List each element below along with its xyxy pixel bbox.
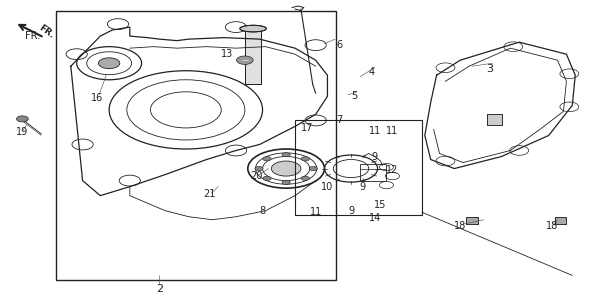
Bar bbox=[360, 164, 386, 181]
Circle shape bbox=[17, 116, 28, 122]
Text: 2: 2 bbox=[156, 284, 163, 294]
Bar bbox=[555, 217, 566, 224]
Bar bbox=[245, 30, 261, 84]
Circle shape bbox=[255, 166, 263, 171]
Bar bbox=[245, 30, 261, 84]
Circle shape bbox=[309, 166, 317, 171]
Text: 7: 7 bbox=[336, 115, 342, 126]
Text: 8: 8 bbox=[260, 206, 266, 216]
Text: 18: 18 bbox=[546, 221, 558, 231]
Text: 21: 21 bbox=[204, 189, 215, 199]
Bar bbox=[295, 120, 422, 215]
Circle shape bbox=[282, 153, 290, 157]
Bar bbox=[466, 217, 478, 224]
Text: 12: 12 bbox=[386, 165, 398, 175]
Text: 13: 13 bbox=[221, 49, 233, 59]
Text: 9: 9 bbox=[348, 206, 354, 216]
Text: 11: 11 bbox=[386, 126, 398, 136]
Text: 14: 14 bbox=[369, 213, 381, 223]
Bar bbox=[56, 11, 336, 280]
Text: 10: 10 bbox=[322, 182, 333, 192]
Circle shape bbox=[301, 176, 310, 181]
Bar bbox=[487, 114, 502, 125]
Circle shape bbox=[282, 180, 290, 185]
Text: FR.: FR. bbox=[37, 23, 55, 40]
Text: 17: 17 bbox=[301, 123, 313, 133]
Text: 11: 11 bbox=[369, 126, 381, 136]
Text: 6: 6 bbox=[336, 40, 342, 50]
Bar bbox=[466, 217, 478, 224]
Circle shape bbox=[301, 157, 310, 161]
Ellipse shape bbox=[240, 25, 266, 32]
Text: 18: 18 bbox=[454, 221, 466, 231]
Text: 11: 11 bbox=[310, 207, 322, 217]
Text: 5: 5 bbox=[351, 91, 357, 101]
Text: FR.: FR. bbox=[25, 31, 40, 41]
Bar bbox=[555, 217, 566, 224]
Circle shape bbox=[237, 56, 253, 64]
Text: 20: 20 bbox=[251, 171, 263, 181]
Circle shape bbox=[271, 161, 301, 176]
Text: 3: 3 bbox=[486, 64, 493, 74]
Text: 16: 16 bbox=[91, 93, 103, 103]
Text: 15: 15 bbox=[375, 200, 386, 210]
Text: 4: 4 bbox=[369, 67, 375, 77]
Circle shape bbox=[263, 176, 271, 181]
Circle shape bbox=[263, 157, 271, 161]
Bar bbox=[487, 114, 502, 125]
Circle shape bbox=[99, 58, 120, 69]
Text: 9: 9 bbox=[360, 182, 366, 192]
Text: 19: 19 bbox=[17, 127, 28, 138]
Text: 9: 9 bbox=[372, 151, 378, 162]
